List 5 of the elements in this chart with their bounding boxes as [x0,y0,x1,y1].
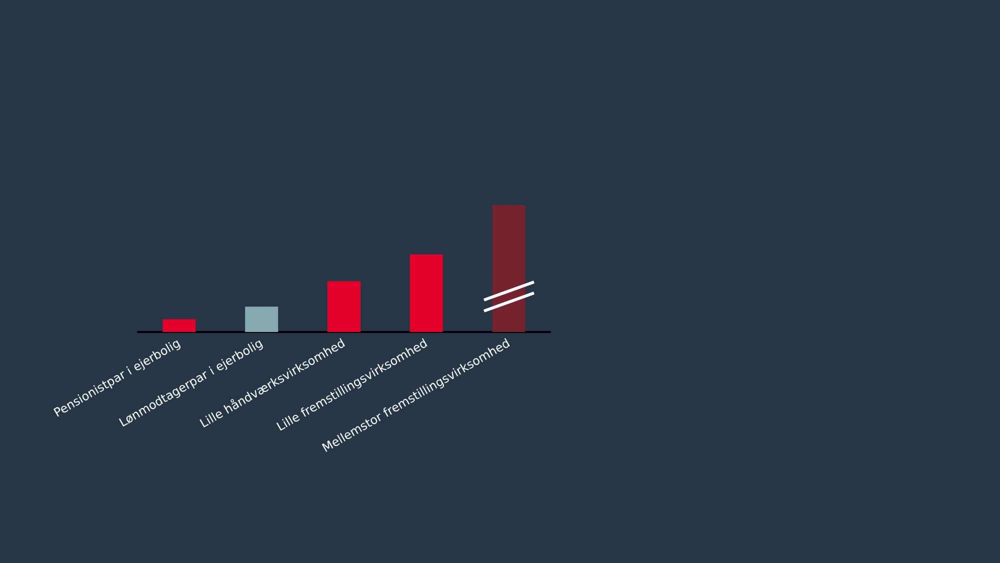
bar [492,205,526,332]
bar [328,281,360,332]
bar [245,306,278,332]
bar [410,254,443,332]
bar [162,319,196,332]
